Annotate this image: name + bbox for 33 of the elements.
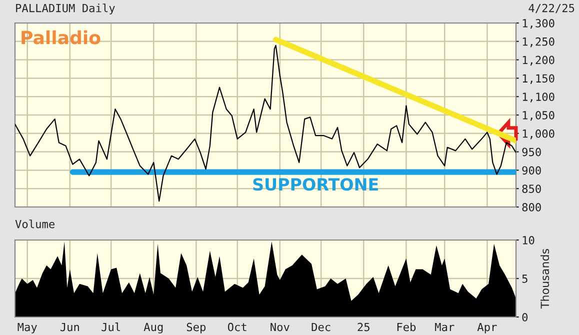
y-tick-label: 1,100 bbox=[522, 92, 554, 102]
x-tick-label: Nov bbox=[270, 322, 290, 332]
x-tick-label: Dec bbox=[312, 322, 330, 332]
x-tick-label: May bbox=[18, 322, 37, 334]
annotation: Palladio bbox=[22, 30, 100, 44]
text: 4/22/25 bbox=[528, 4, 574, 14]
y-tick-label: 1,200 bbox=[522, 56, 554, 66]
x-tick-label: 25 bbox=[358, 322, 370, 332]
x-tick-label: Sep bbox=[186, 322, 206, 334]
y-tick-label: 1,300 bbox=[522, 19, 554, 29]
y-axis-title: Thousands bbox=[540, 248, 550, 309]
x-tick-label: Jul bbox=[102, 322, 120, 332]
y-tick-label: 1,050 bbox=[522, 111, 554, 121]
y-tick-label: 900 bbox=[522, 166, 541, 175]
chart-title: PALLADIUM Daily bbox=[16, 4, 115, 14]
y-tick-label: 950 bbox=[522, 148, 541, 156]
y-tick-label: 10 bbox=[522, 236, 534, 244]
y-tick-label: 1,000 bbox=[522, 129, 554, 140]
chart-title: Volume bbox=[15, 220, 54, 228]
x-tick-label: Feb bbox=[397, 322, 416, 332]
y-tick-label: 5 bbox=[522, 274, 528, 283]
annotation: SUPPORTONE bbox=[253, 178, 378, 191]
line-series bbox=[15, 44, 516, 202]
y-tick-label: 0 bbox=[522, 313, 528, 322]
y-tick-label: 850 bbox=[522, 184, 541, 194]
y-tick-label: 1,250 bbox=[522, 37, 554, 48]
x-tick-label: Apr bbox=[477, 322, 497, 334]
x-tick-label: Oct bbox=[228, 322, 246, 332]
x-tick-label: Aug bbox=[144, 322, 163, 334]
y-tick-label: 1,150 bbox=[522, 74, 554, 84]
y-tick-label: 800 bbox=[522, 203, 541, 212]
x-tick-label: Jun bbox=[60, 322, 79, 332]
x-tick-label: Mar bbox=[435, 322, 454, 332]
